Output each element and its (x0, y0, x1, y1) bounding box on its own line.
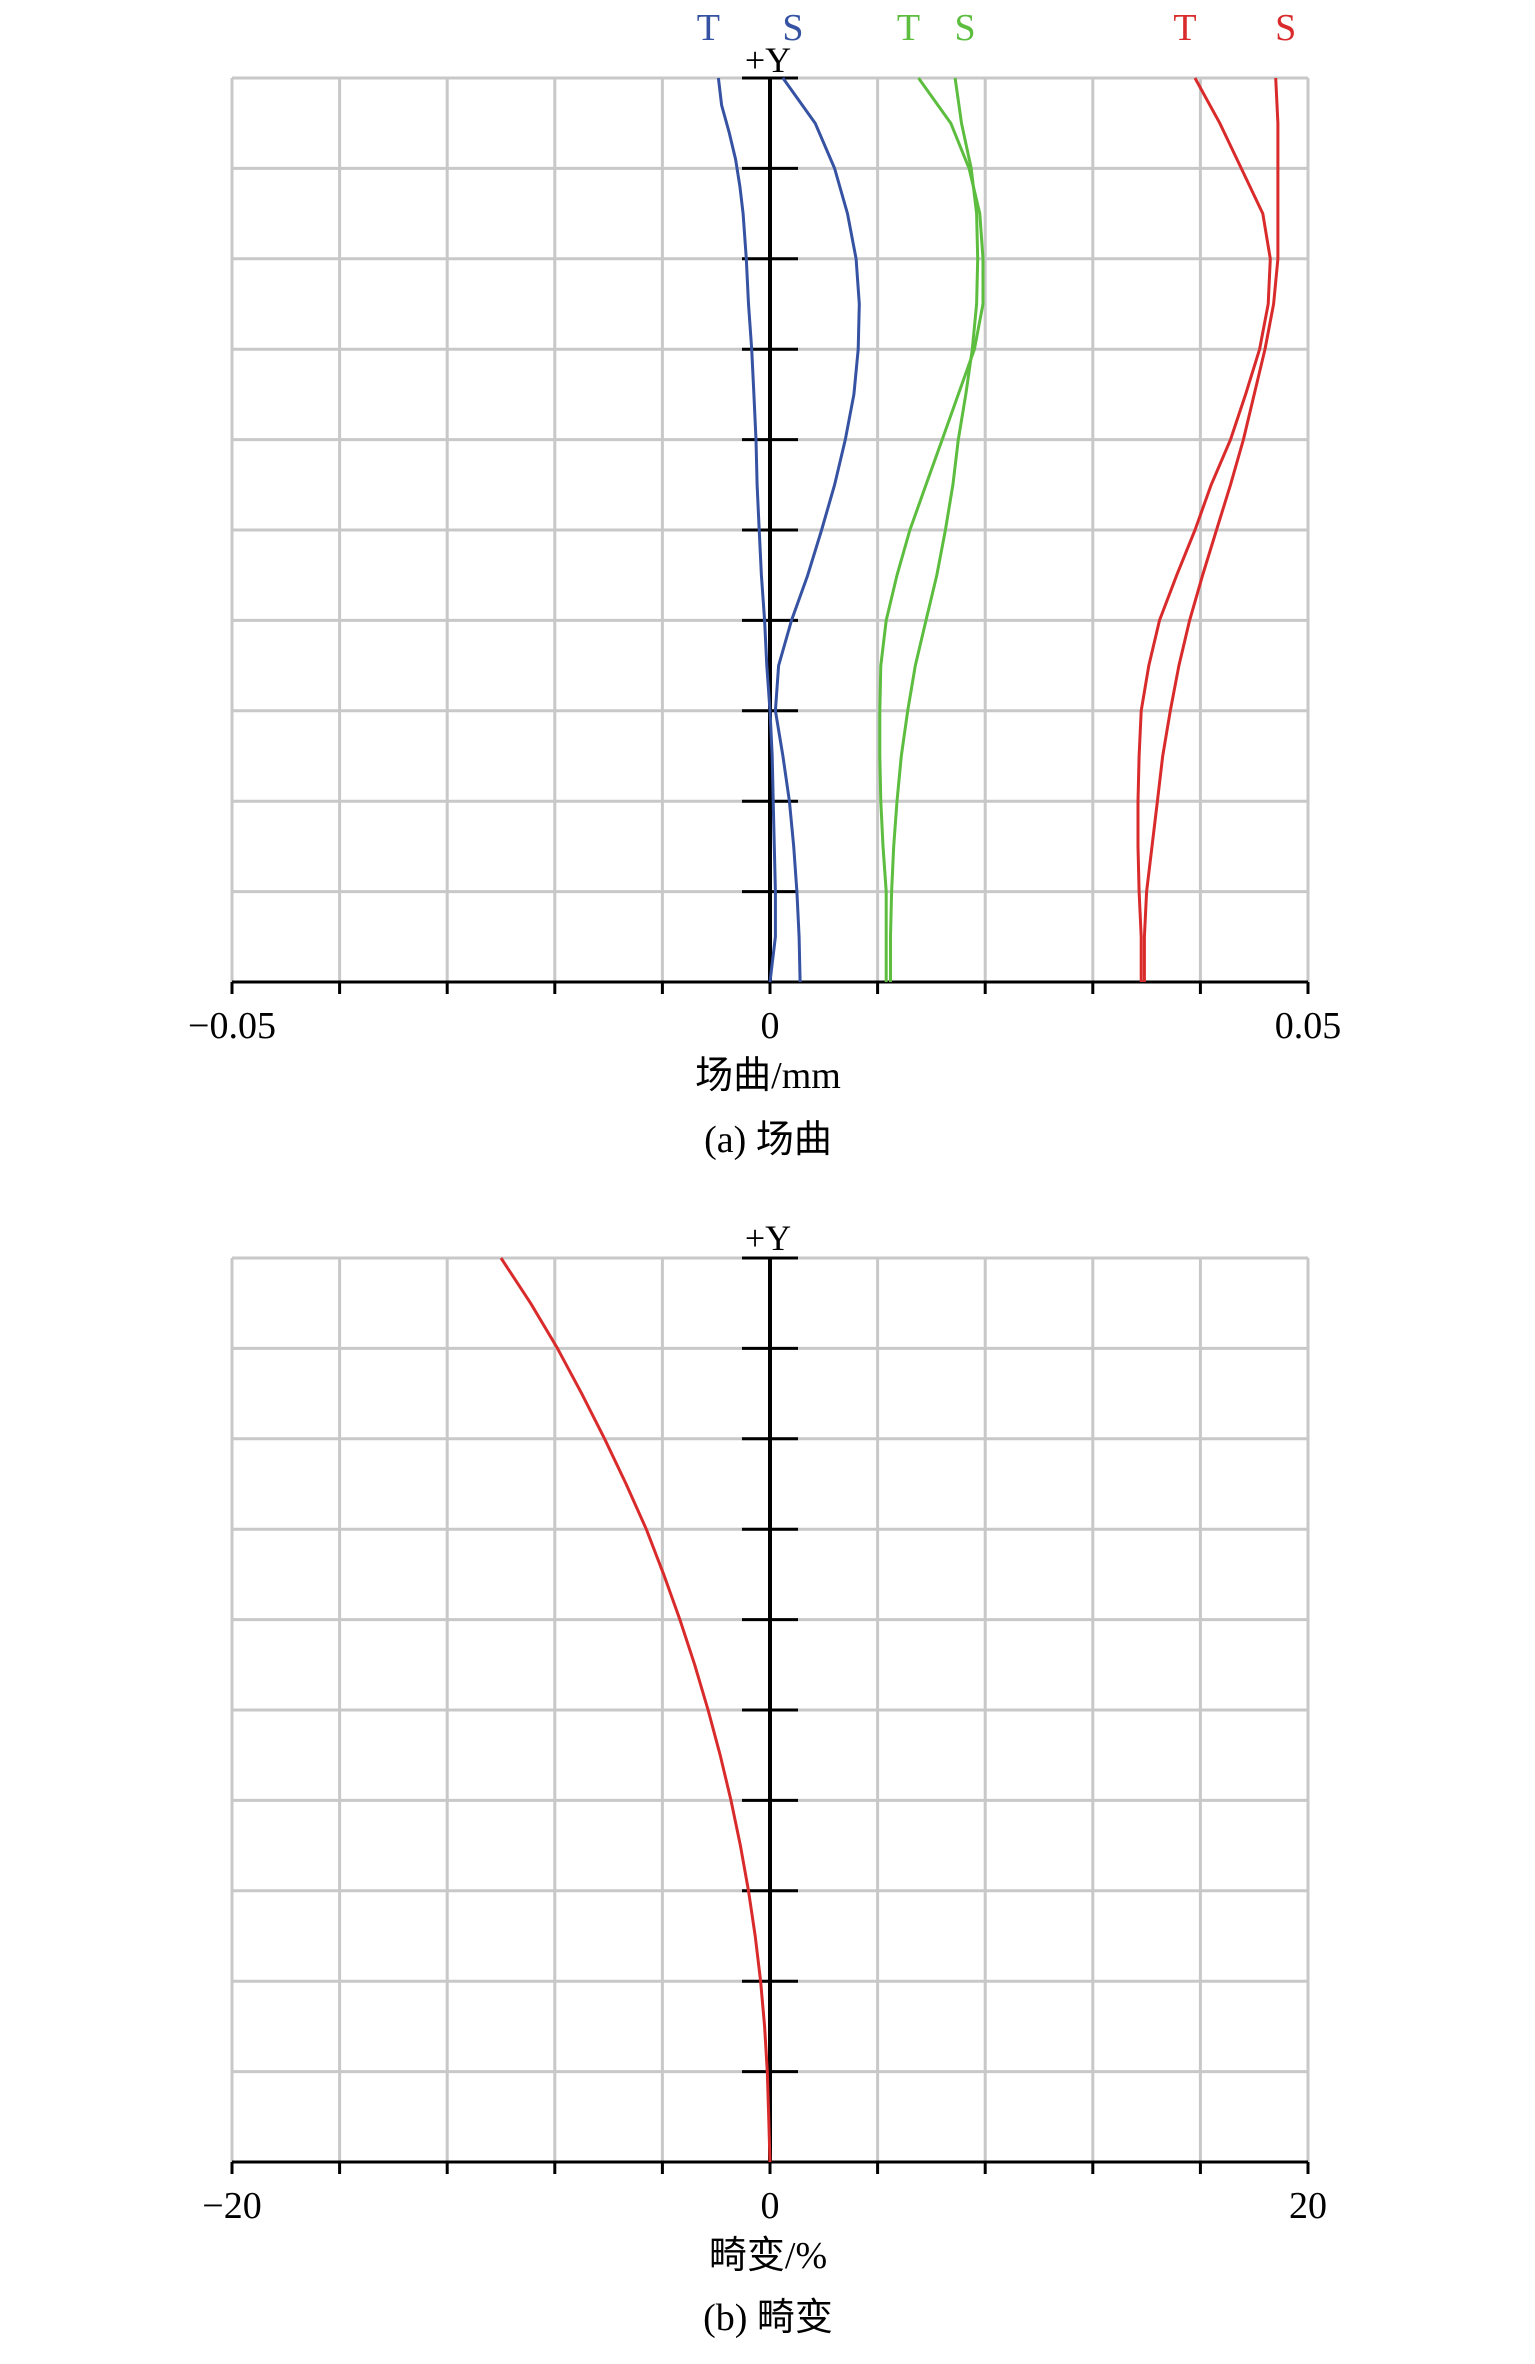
series-line-s-1 (773, 77, 861, 983)
legend-label-s: S (955, 7, 976, 49)
distortion-x-axis-label: 畸变/% (709, 2235, 827, 2277)
x-tick-label: 0.05 (1275, 1005, 1342, 1047)
distortion-x-tick-labels: −20 0 20 (202, 2185, 1327, 2227)
distortion-caption: (b) 畸变 (703, 2297, 833, 2339)
field-curvature-x-tick-labels: −0.05 0 0.05 (188, 1005, 1341, 1047)
x-tick-label: 0 (761, 2185, 780, 2227)
field-curvature-series (716, 77, 1280, 983)
x-tick-label: 0 (761, 1005, 780, 1047)
x-tick-label: −20 (202, 2185, 261, 2227)
x-tick-label: −0.05 (188, 1005, 276, 1047)
series-line-t-0 (716, 77, 777, 983)
series-line-distortion-0 (499, 1257, 772, 2163)
series-line-t-2 (878, 77, 985, 982)
field-curvature-y-axis-label: +Y (745, 40, 791, 80)
series-line-s-5 (1142, 77, 1280, 982)
legend-label-s: S (782, 7, 803, 49)
distortion-axes (230, 1256, 1310, 2174)
field-curvature-x-axis-label: 场曲/mm (695, 1055, 841, 1097)
field-curvature-caption: (a) 场曲 (704, 1119, 832, 1161)
legend-label-t: T (1173, 7, 1196, 49)
legend-label-t: T (897, 7, 920, 49)
series-line-s-3 (889, 77, 980, 982)
legend-label-t: T (697, 7, 720, 49)
distortion-series (499, 1257, 772, 2163)
x-tick-label: 20 (1289, 2185, 1327, 2227)
series-line-t-4 (1136, 77, 1272, 982)
legend-label-s: S (1275, 7, 1296, 49)
field-curvature-axes (230, 76, 1310, 994)
distortion-chart: +Y −20 0 20 畸变/% (b) 畸变 (202, 1218, 1327, 2339)
distortion-y-axis-label: +Y (745, 1218, 791, 1258)
